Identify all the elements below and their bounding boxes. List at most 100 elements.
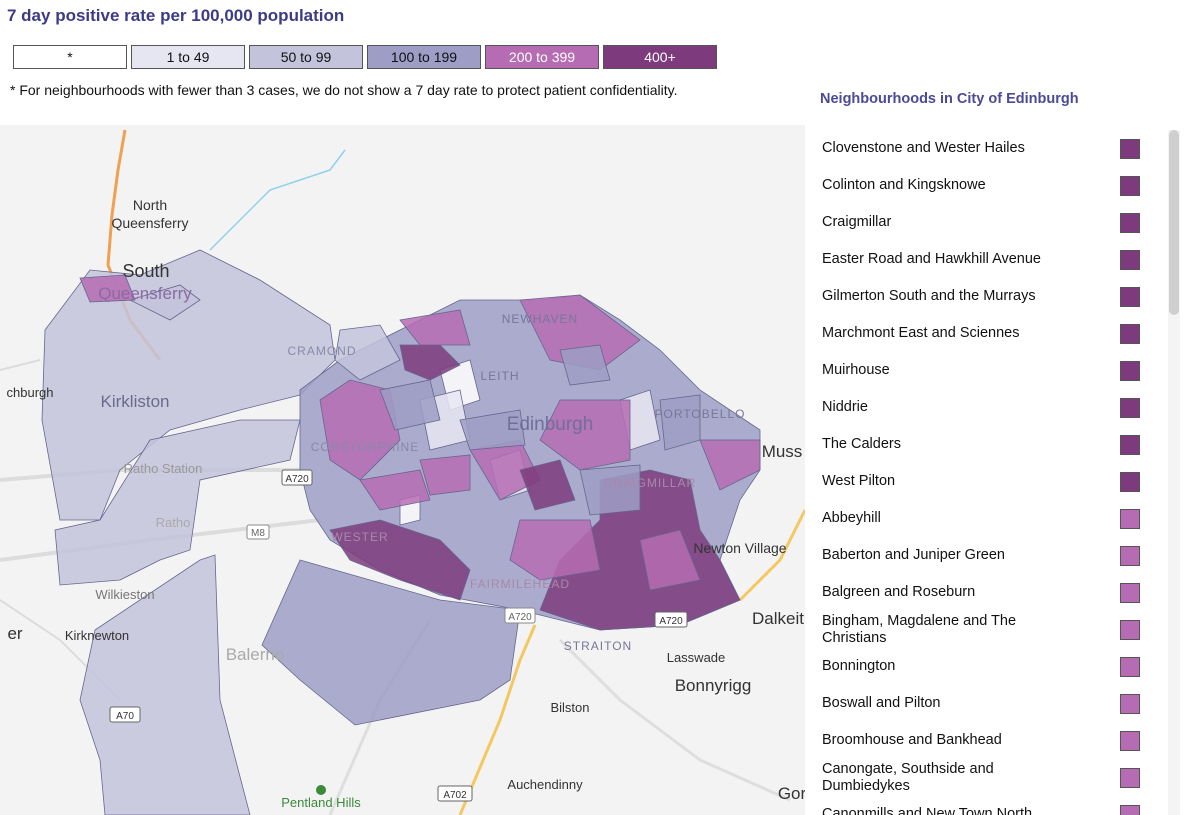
map: North Queensferry South Queensferry CRAM… (0, 125, 805, 815)
swatch (1120, 212, 1140, 233)
map-label: LEITH (480, 369, 519, 383)
neighbourhood-name: Craigmillar (822, 214, 892, 230)
neighbourhood-name: Muirhouse (822, 362, 890, 378)
map-label: STRAITON (564, 639, 632, 653)
region (334, 324, 401, 381)
map-label: Queensferry (98, 284, 192, 303)
neighbourhood-name: Canongate, Southside and Dumbiedykes (822, 760, 994, 794)
legend-item: 1 to 49 (131, 45, 245, 69)
map-label: Muss (762, 442, 803, 461)
swatch (1120, 360, 1140, 381)
region (79, 274, 136, 303)
map-labels: North Queensferry South Queensferry CRAM… (7, 197, 805, 810)
list-row: Colinton and Kingsknowe (822, 167, 1152, 204)
road-sign (504, 607, 536, 624)
region (79, 554, 251, 815)
region (319, 379, 401, 481)
legend-item: 100 to 199 (367, 45, 481, 69)
region (509, 519, 601, 581)
map-label: South (122, 261, 169, 281)
region (399, 309, 471, 346)
region (639, 529, 701, 591)
neighbourhood-name: Easter Road and Hawkhill Avenue (822, 251, 1041, 267)
map-label: A70 (116, 711, 134, 722)
road-sign (654, 611, 688, 628)
map-label: Auchendinny (507, 777, 583, 792)
map-label: A720 (285, 474, 309, 485)
map-label: Wilkieston (95, 587, 154, 602)
legend: * 1 to 49 50 to 99 100 to 199 200 to 399 400+ (13, 45, 717, 69)
map-label: CORSTORPHINE (311, 440, 419, 454)
map-label: Edinburgh (507, 414, 594, 435)
map-label: Kirkliston (101, 392, 170, 411)
regions (41, 249, 761, 815)
list-heading: Neighbourhoods in City of Edinburgh (820, 91, 1079, 107)
swatch (1120, 434, 1140, 455)
map-label: FAIRMILEHEAD (470, 577, 570, 591)
road-sign (437, 785, 473, 802)
list-row: The Calders (822, 426, 1152, 463)
neighbourhood-name: Boswall and Pilton (822, 695, 941, 711)
scrollbar-thumb[interactable] (1169, 130, 1179, 315)
map-label: CRAIGMILLAR (604, 476, 696, 490)
map-label: Kirknewton (65, 628, 129, 643)
map-label: WESTER (331, 530, 388, 544)
list-row: Baberton and Juniper Green (822, 537, 1152, 574)
neighbourhood-name: Abbeyhill (822, 510, 881, 526)
region (329, 519, 471, 601)
map-label: NEWHAVEN (502, 312, 578, 326)
map-label: Bonnyrigg (675, 676, 752, 695)
region (659, 394, 701, 451)
neighbourhood-name: Marchmont East and Sciennes (822, 325, 1020, 341)
list-row: Craigmillar (822, 204, 1152, 241)
region (359, 469, 431, 511)
region (128, 284, 201, 321)
region (539, 399, 631, 471)
list-row: Clovenstone and Wester Hailes (822, 130, 1152, 167)
map-label: Bilston (550, 700, 589, 715)
region (699, 439, 761, 491)
river (209, 149, 346, 251)
swatch (1120, 582, 1140, 603)
legend-item: * (13, 45, 127, 69)
swatch (1120, 323, 1140, 344)
swatch (1120, 804, 1140, 815)
map-label: North (133, 197, 167, 213)
neighbourhood-name: West Pilton (822, 473, 896, 489)
list-row: Niddrie (822, 389, 1152, 426)
neighbourhood-name: Broomhouse and Bankhead (822, 732, 1002, 748)
road-sign (246, 524, 270, 540)
list-row: Broomhouse and Bankhead (822, 722, 1152, 759)
list-row: Balgreen and Roseburn (822, 574, 1152, 611)
list-row: Easter Road and Hawkhill Avenue (822, 241, 1152, 278)
title: 7 day positive rate per 100,000 populati… (7, 6, 345, 25)
list-row: Bonnington (822, 648, 1152, 685)
region (54, 419, 301, 586)
neighbourhood-name: The Calders (822, 436, 901, 452)
map-label: A720 (659, 616, 683, 627)
map-label: PORTOBELLO (655, 407, 746, 421)
swatch (1120, 397, 1140, 418)
map-label: Balerno (226, 645, 285, 664)
region (519, 459, 576, 511)
map-label: chburgh (7, 385, 54, 400)
map-label: A702 (443, 790, 467, 801)
neighbourhood-name: Balgreen and Roseburn (822, 584, 976, 600)
swatch (1120, 730, 1140, 751)
map-label: Newton Village (693, 540, 786, 556)
swatch (1120, 693, 1140, 714)
list-row: Abbeyhill (822, 500, 1152, 537)
map-label: A720 (508, 612, 532, 623)
swatch (1120, 656, 1140, 677)
road-sign (109, 706, 141, 723)
list-row: Canongate, Southside and Dumbiedykes (822, 759, 1152, 796)
road (738, 509, 805, 602)
swatch (1120, 619, 1140, 640)
region (459, 409, 526, 451)
neighbourhood-name: Niddrie (822, 399, 868, 415)
neighbourhood-name: Gilmerton South and the Murrays (822, 288, 1036, 304)
map-label: Pentland Hills (281, 795, 361, 810)
region (419, 454, 471, 496)
legend-item: 400+ (603, 45, 717, 69)
road (458, 624, 537, 815)
